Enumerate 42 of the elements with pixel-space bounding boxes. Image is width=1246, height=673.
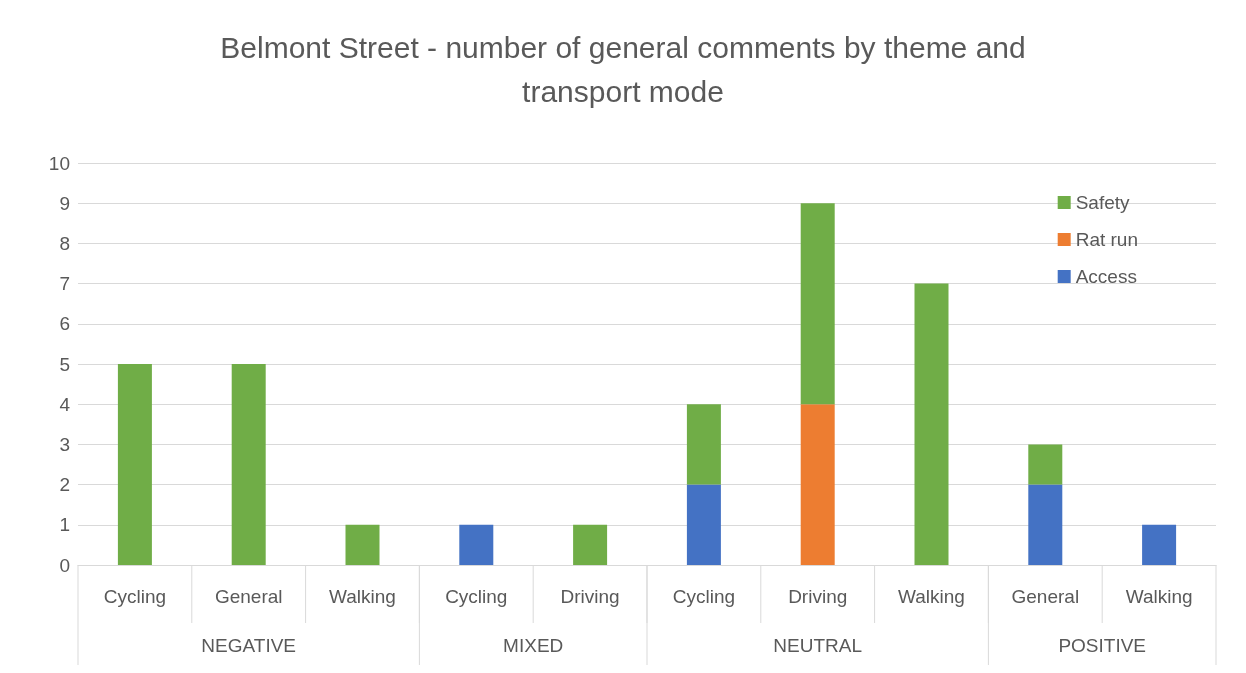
- bar: [1028, 484, 1063, 565]
- bar: [1028, 444, 1063, 485]
- y-tick-label: 5: [59, 353, 70, 375]
- y-tick-label: 4: [59, 393, 71, 415]
- bar: [686, 404, 721, 485]
- bar: [686, 484, 721, 565]
- text: NEGATIVE: [201, 634, 297, 656]
- bar: [345, 524, 380, 565]
- legend-label: Rat run: [1075, 229, 1139, 250]
- legend-label: Access: [1075, 266, 1137, 287]
- bar: [800, 203, 835, 405]
- y-tick-label: 2: [59, 474, 70, 496]
- text: MIXED: [503, 634, 564, 656]
- text: NEUTRAL: [773, 634, 863, 656]
- bar: [117, 364, 152, 565]
- bar: [914, 283, 949, 565]
- legend-label: Safety: [1075, 192, 1131, 213]
- y-tick-label: 3: [59, 433, 70, 455]
- x-tick-label: Cycling: [103, 586, 167, 607]
- chart-title: Belmont Street - number of general comments by theme and transport mode: [220, 30, 1026, 108]
- x-tick-label: General: [214, 586, 283, 607]
- x-tick-label: Walking: [329, 586, 396, 607]
- y-tick-label: 0: [59, 554, 70, 576]
- x-tick-label: General: [1011, 586, 1080, 607]
- y-tick-label: 6: [59, 313, 70, 335]
- y-tick-label: 9: [59, 192, 70, 214]
- x-tick-label: Walking: [1125, 586, 1193, 607]
- x-tick-label: Cycling: [672, 586, 736, 607]
- y-tick-label: 10: [48, 152, 70, 174]
- x-tick-label: Driving: [788, 586, 848, 607]
- x-tick-label: Walking: [898, 586, 965, 607]
- bar: [1142, 524, 1177, 565]
- y-tick-label: 8: [59, 232, 70, 254]
- bar: [459, 524, 494, 565]
- x-tick-label: Driving: [560, 586, 620, 607]
- y-tick-label: 7: [59, 273, 70, 295]
- y-tick-label: 1: [59, 514, 70, 536]
- bar: [231, 364, 266, 565]
- x-tick-label: Cycling: [445, 586, 508, 607]
- bar: [573, 524, 608, 565]
- text: POSITIVE: [1058, 634, 1147, 656]
- bar: [800, 404, 835, 565]
